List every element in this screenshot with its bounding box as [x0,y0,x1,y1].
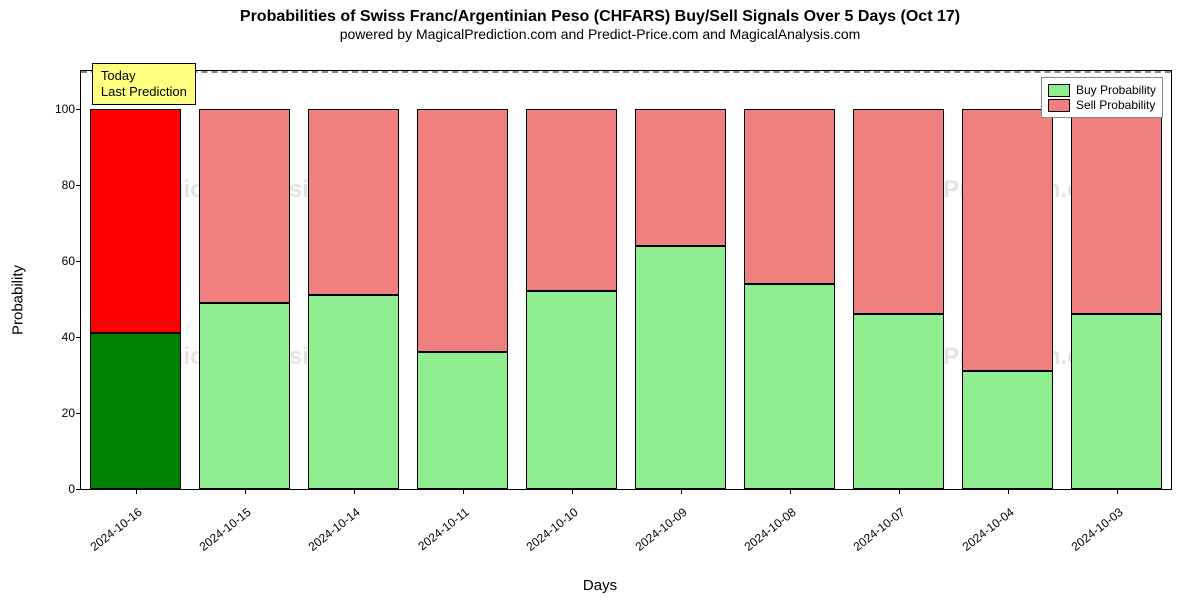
bar-sell [1071,109,1163,314]
x-axis-label: Days [583,577,617,594]
x-tick-label: 2024-10-10 [523,505,580,554]
chart-container: Probabilities of Swiss Franc/Argentinian… [0,0,1200,600]
bar-buy [308,295,400,489]
x-tick-label: 2024-10-16 [87,505,144,554]
legend-item-buy: Buy Probability [1048,83,1156,97]
chart-subtitle: powered by MagicalPrediction.com and Pre… [20,26,1180,42]
bar-buy [962,371,1054,489]
bar-buy [744,284,836,489]
bar-sell [853,109,945,314]
x-tick-label: 2024-10-11 [415,505,471,553]
bar-column: 2024-10-08 [735,71,844,489]
chart-title: Probabilities of Swiss Franc/Argentinian… [20,8,1180,26]
bar-column: 2024-10-03 [1062,71,1171,489]
x-tick-label: 2024-10-03 [1068,505,1125,554]
x-tick-label: 2024-10-09 [632,505,689,554]
y-axis-label: Probability [10,265,27,335]
y-tick-mark [76,489,81,490]
legend: Buy Probability Sell Probability [1041,77,1163,118]
x-tick-label: 2024-10-15 [196,505,253,554]
x-tick-label: 2024-10-04 [959,505,1016,554]
bar-column: 2024-10-09 [626,71,735,489]
x-tick-mark [1117,489,1118,494]
x-tick-mark [681,489,682,494]
x-tick-label: 2024-10-08 [741,505,798,554]
x-tick-mark [136,489,137,494]
bar-column: 2024-10-04 [953,71,1062,489]
bar-sell [308,109,400,295]
bar-buy [635,246,727,489]
x-tick-mark [463,489,464,494]
x-tick-mark [790,489,791,494]
bar-buy [199,303,291,489]
bar-sell [90,109,182,333]
bar-sell [417,109,509,352]
legend-label-sell: Sell Probability [1076,98,1155,112]
y-tick-label: 40 [41,330,75,344]
bar-buy [853,314,945,489]
bar-sell [526,109,618,291]
y-tick-label: 60 [41,254,75,268]
today-annotation: Today Last Prediction [92,63,196,106]
bar-buy [90,333,182,489]
x-tick-mark [354,489,355,494]
bar-sell [635,109,727,246]
bar-buy [1071,314,1163,489]
today-annotation-line1: Today [101,68,187,84]
legend-swatch-sell [1048,99,1070,112]
x-tick-label: 2024-10-07 [850,505,907,554]
plot-area: Buy Probability Sell Probability 0204060… [80,70,1172,490]
bar-column: 2024-10-16 [81,71,190,489]
bar-column: 2024-10-07 [844,71,953,489]
x-tick-label: 2024-10-14 [305,505,362,554]
bar-column: 2024-10-10 [517,71,626,489]
x-tick-mark [245,489,246,494]
legend-label-buy: Buy Probability [1076,83,1156,97]
x-tick-mark [1008,489,1009,494]
y-tick-label: 20 [41,406,75,420]
bar-series: 2024-10-162024-10-152024-10-142024-10-11… [81,71,1171,489]
bar-column: 2024-10-11 [408,71,517,489]
legend-swatch-buy [1048,84,1070,97]
bar-column: 2024-10-14 [299,71,408,489]
bar-column: 2024-10-15 [190,71,299,489]
bar-sell [199,109,291,303]
bar-sell [962,109,1054,371]
y-tick-label: 0 [41,482,75,496]
bar-buy [417,352,509,489]
bar-sell [744,109,836,284]
y-tick-label: 100 [41,102,75,116]
x-tick-mark [899,489,900,494]
x-tick-mark [572,489,573,494]
legend-item-sell: Sell Probability [1048,98,1156,112]
today-annotation-line2: Last Prediction [101,84,187,100]
bar-buy [526,291,618,489]
y-tick-label: 80 [41,178,75,192]
